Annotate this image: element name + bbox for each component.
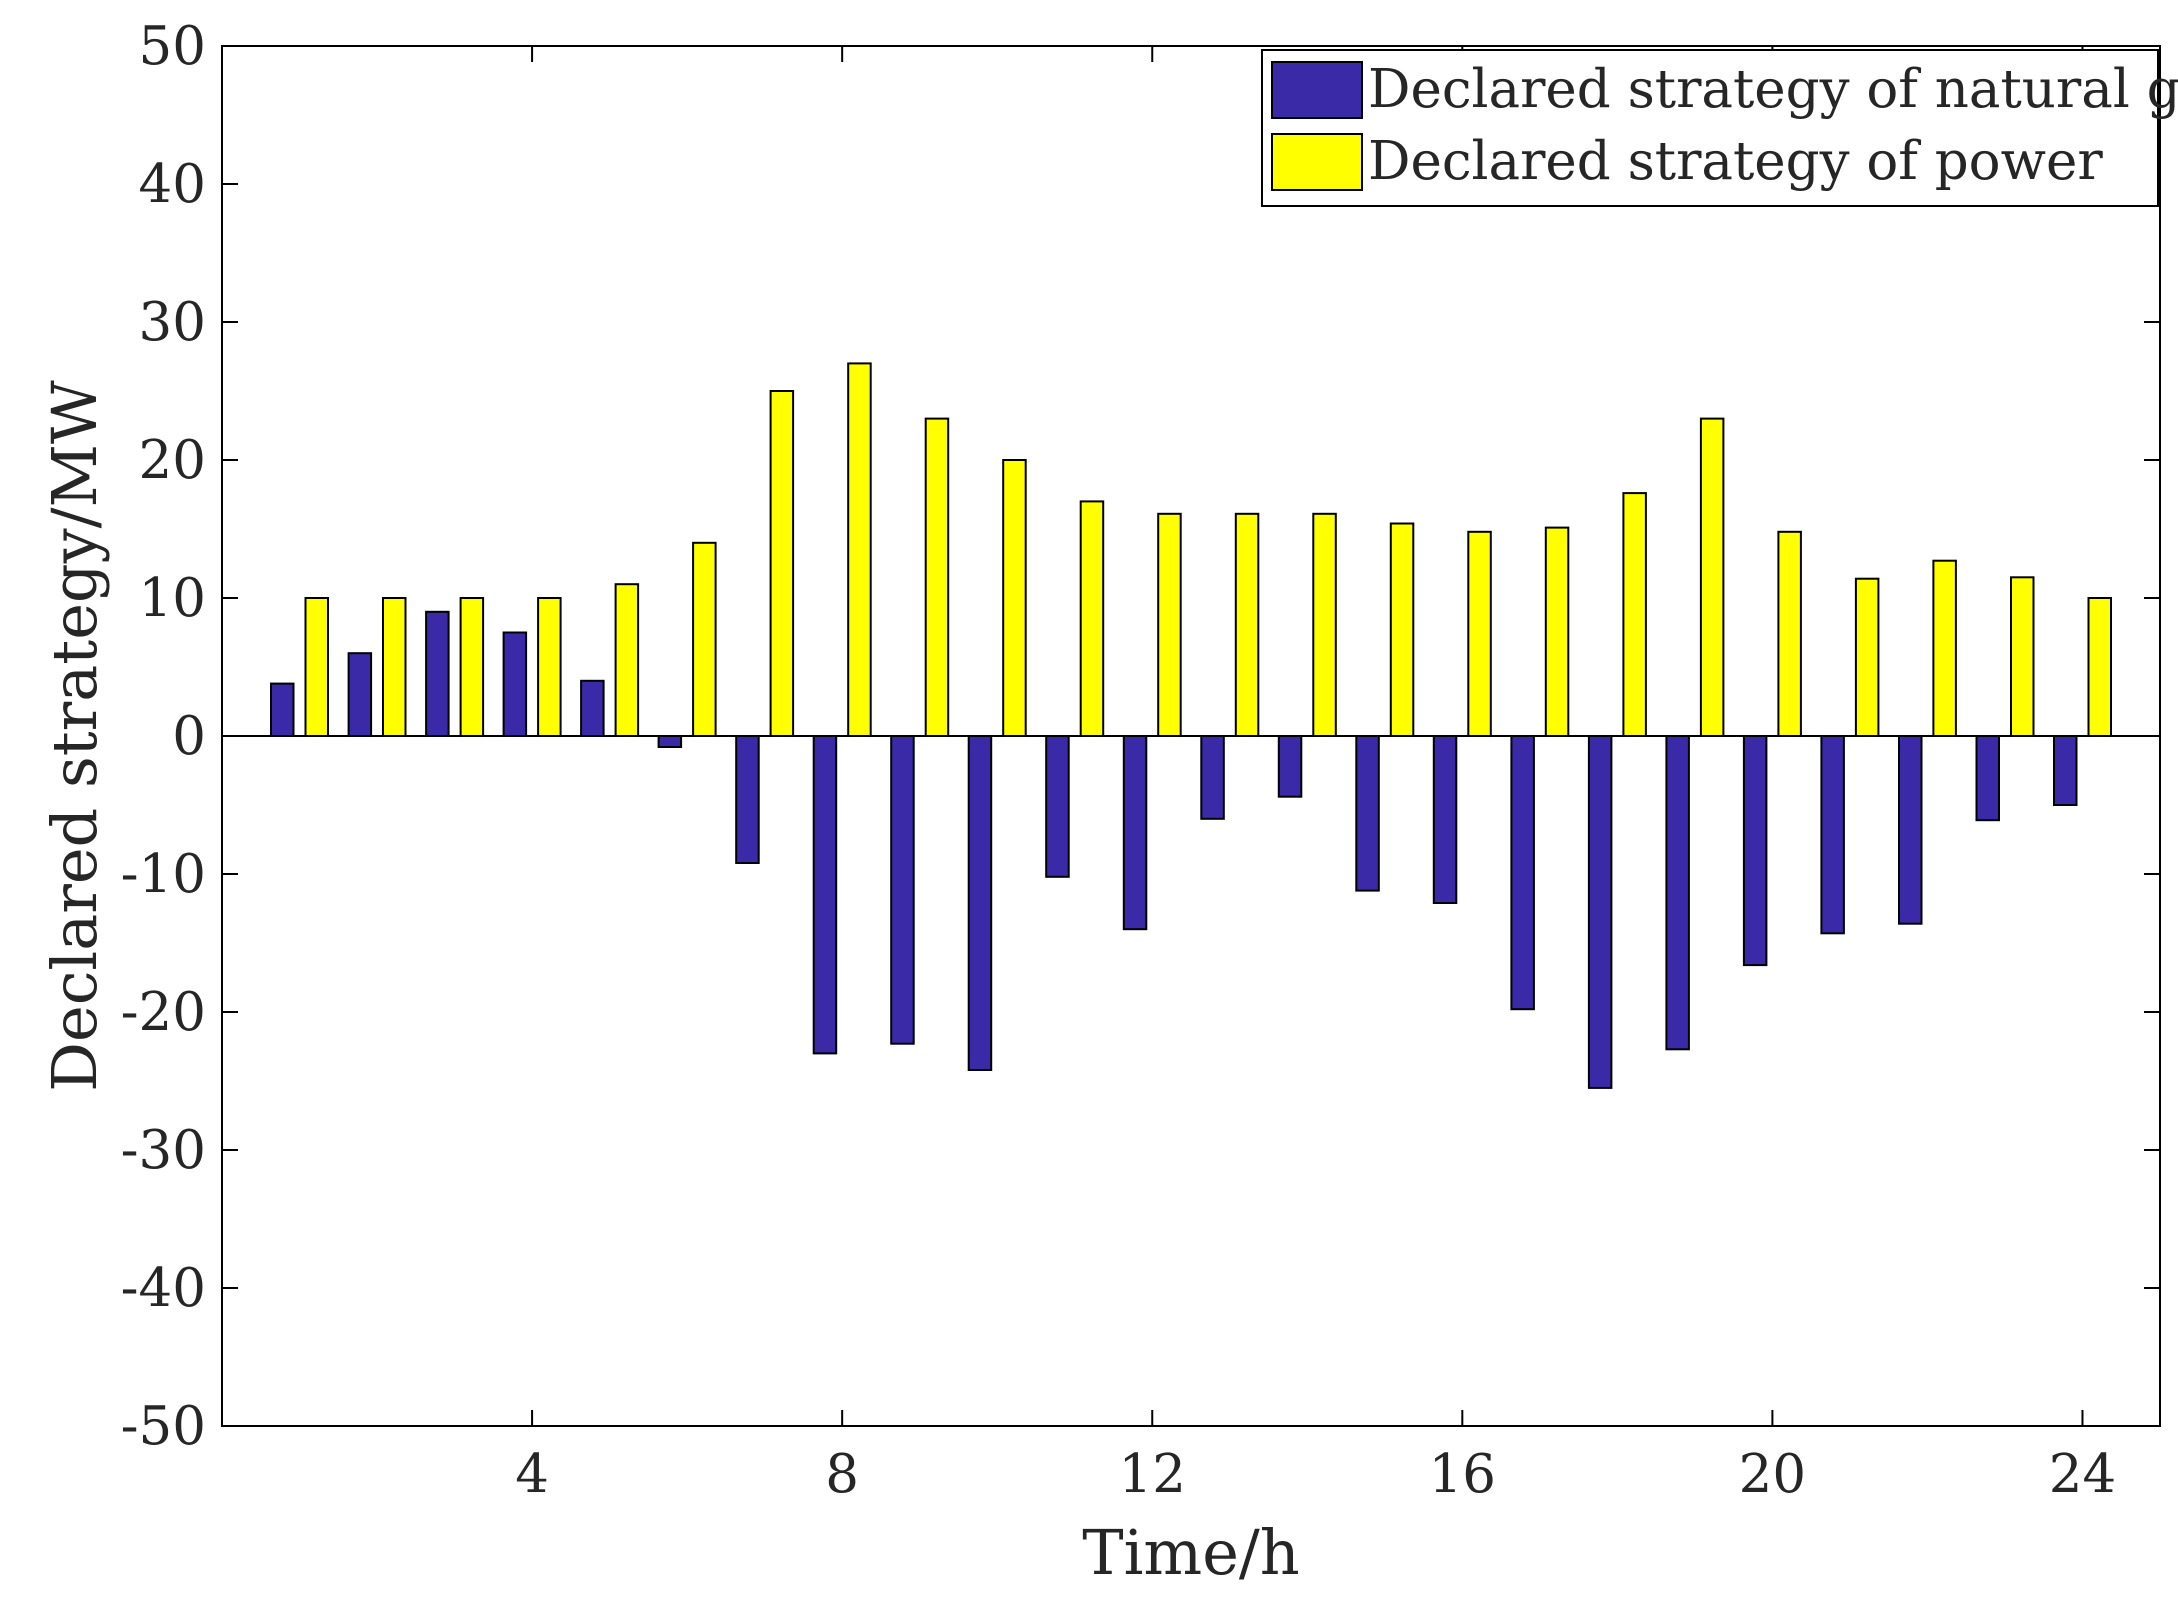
- bar-natural-gas-24: [2053, 735, 2078, 806]
- x-tick-label: 4: [515, 1444, 549, 1505]
- bar-power-1: [304, 597, 329, 737]
- legend-swatch-power: [1271, 133, 1363, 191]
- bar-natural-gas-8: [812, 735, 838, 1055]
- y-tick-label: -20: [121, 982, 206, 1043]
- bar-natural-gas-9: [890, 735, 915, 1045]
- x-tick-label: 12: [1119, 1444, 1186, 1505]
- y-tick-label: 0: [172, 706, 206, 767]
- bar-power-13: [1234, 512, 1260, 737]
- bar-natural-gas-17: [1510, 735, 1535, 1011]
- bar-power-14: [1312, 512, 1337, 737]
- y-tick-label: -40: [121, 1258, 206, 1319]
- x-axis-title: Time/h: [1082, 1516, 1299, 1589]
- bar-natural-gas-13: [1200, 735, 1225, 820]
- bar-power-2: [382, 597, 407, 737]
- y-tick-label: 10: [139, 568, 206, 629]
- bar-power-8: [847, 362, 872, 737]
- bar-natural-gas-15: [1355, 735, 1380, 892]
- series-power-bars: [304, 362, 2112, 738]
- bar-power-11: [1079, 500, 1105, 737]
- bar-natural-gas-19: [1665, 735, 1690, 1051]
- y-tick-label: 30: [139, 292, 206, 353]
- bar-power-16: [1467, 530, 1492, 737]
- bar-power-17: [1544, 526, 1570, 737]
- bar-power-23: [2010, 576, 2035, 737]
- legend-label-natural-gas: Declared strategy of natural gas: [1368, 59, 2178, 120]
- y-tick-label: 20: [139, 430, 206, 491]
- bar-natural-gas-2: [347, 652, 373, 738]
- y-tick-label: 50: [139, 16, 206, 77]
- series-natural-gas-bars: [270, 610, 2078, 1089]
- bar-power-5: [614, 583, 640, 738]
- y-tick-label: -50: [121, 1396, 206, 1457]
- bar-power-9: [924, 417, 950, 737]
- y-tick-label: 40: [139, 154, 206, 215]
- x-axis-ticks: 4 8 12 16 20 24: [515, 46, 2116, 1505]
- bar-power-20: [1777, 530, 1802, 737]
- bar-natural-gas-5: [580, 679, 605, 737]
- legend-box: [1261, 49, 2159, 207]
- legend: Declared strategy of natural gas Declare…: [1261, 49, 2178, 207]
- bar-power-18: [1622, 492, 1647, 737]
- bar-power-15: [1389, 522, 1415, 737]
- bar-natural-gas-14: [1277, 735, 1303, 798]
- y-axis-title: Declared strategy/MW: [38, 380, 111, 1092]
- bar-power-24: [2087, 597, 2112, 737]
- bar-power-21: [1854, 577, 1880, 738]
- legend-label-power: Declared strategy of power: [1368, 131, 2103, 192]
- bar-power-22: [1932, 559, 1957, 738]
- bar-natural-gas-20: [1742, 735, 1768, 967]
- x-tick-label: 8: [825, 1444, 859, 1505]
- bar-natural-gas-1: [270, 682, 295, 737]
- bar-natural-gas-21: [1820, 735, 1845, 935]
- bar-natural-gas-6: [657, 735, 683, 748]
- bar-natural-gas-22: [1898, 735, 1923, 925]
- bar-natural-gas-3: [425, 610, 450, 737]
- x-tick-label: 24: [2049, 1444, 2116, 1505]
- bar-natural-gas-11: [1045, 735, 1070, 878]
- bar-natural-gas-4: [502, 631, 528, 737]
- bar-natural-gas-10: [967, 735, 993, 1071]
- y-tick-label: -30: [121, 1120, 206, 1181]
- bar-natural-gas-16: [1432, 735, 1458, 904]
- bar-power-3: [459, 597, 485, 737]
- x-tick-label: 20: [1739, 1444, 1806, 1505]
- bar-power-19: [1699, 417, 1725, 737]
- bar-power-7: [769, 390, 795, 737]
- bar-power-6: [692, 541, 717, 737]
- bar-natural-gas-12: [1122, 735, 1148, 931]
- bar-power-4: [537, 597, 562, 737]
- bar-natural-gas-18: [1587, 735, 1613, 1089]
- legend-swatch-natural-gas: [1271, 61, 1363, 119]
- bar-power-12: [1157, 512, 1182, 737]
- y-tick-label: -10: [121, 844, 206, 905]
- x-tick-label: 16: [1429, 1444, 1496, 1505]
- bar-power-10: [1002, 459, 1027, 737]
- bar-natural-gas-23: [1975, 735, 2000, 822]
- bar-natural-gas-7: [735, 735, 760, 864]
